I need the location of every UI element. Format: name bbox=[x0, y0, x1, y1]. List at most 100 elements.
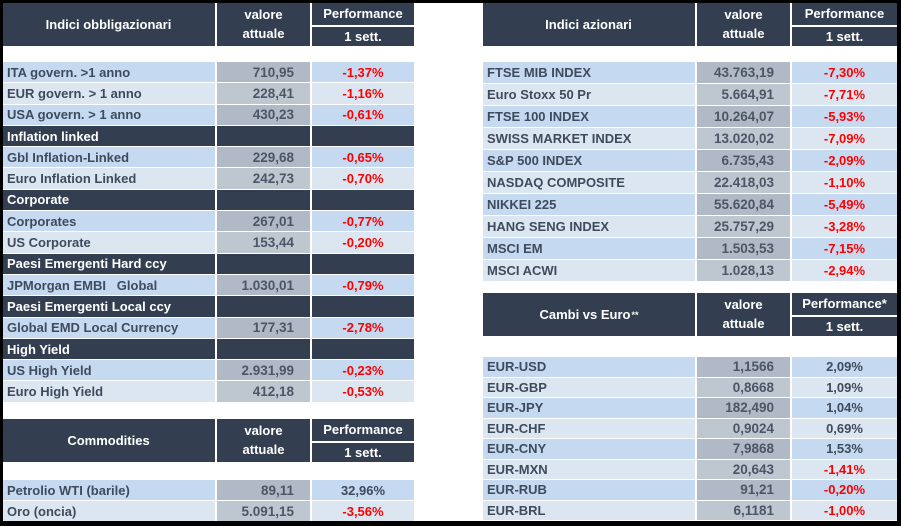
section-header-row: Inflation linked bbox=[3, 125, 414, 147]
table-title: Cambi vs Euro ** bbox=[539, 307, 639, 322]
section-header-row: Paesi Emergenti Hard ccy bbox=[3, 253, 414, 274]
row-value-cell: 0,9024 bbox=[695, 418, 790, 438]
row-performance-cell: -3,28% bbox=[790, 216, 897, 237]
section-performance-cell bbox=[310, 296, 414, 317]
row-value-cell: 1,1566 bbox=[695, 357, 790, 377]
row-value-cell: 5.091,15 bbox=[215, 501, 310, 521]
row-performance-cell: 1,04% bbox=[790, 398, 897, 418]
row-value-cell: 1.030,01 bbox=[215, 274, 310, 296]
row-label-cell: EUR-RUB bbox=[483, 480, 695, 500]
equity-indices-rows: FTSE MIB INDEX 43.763,19 -7,30% Euro Sto… bbox=[483, 62, 897, 281]
row-label-cell: EUR-GBP bbox=[483, 377, 695, 397]
table-row: EUR-MXN 20,643 -1,41% bbox=[483, 459, 897, 479]
section-header-row: High Yield bbox=[3, 338, 414, 360]
row-label-cell: Euro High Yield bbox=[3, 381, 215, 402]
row-performance-cell: -0,77% bbox=[310, 211, 414, 232]
row-label-cell: NIKKEI 225 bbox=[483, 194, 695, 215]
commodities-table: Commodities valore attuale Performance 1 … bbox=[3, 419, 414, 521]
table-row: Oro (oncia) 5.091,15 -3,56% bbox=[3, 501, 414, 521]
section-value-cell bbox=[215, 296, 310, 317]
row-performance-cell: 1,53% bbox=[790, 439, 897, 459]
row-label-cell: Gbl Inflation-Linked bbox=[3, 147, 215, 168]
row-value-cell: 242,73 bbox=[215, 168, 310, 189]
table-row: Euro Stoxx 50 Pr 5.664,91 -7,71% bbox=[483, 84, 897, 105]
section-label-cell: Paesi Emergenti Hard ccy bbox=[7, 256, 167, 272]
row-performance-cell: -7,30% bbox=[790, 62, 897, 83]
row-performance-cell: -5,49% bbox=[790, 194, 897, 215]
table-row: EUR govern. > 1 anno 228,41 -1,16% bbox=[3, 83, 414, 104]
table-row: EUR-JPY 182,490 1,04% bbox=[483, 398, 897, 418]
row-value-cell: 20,643 bbox=[695, 459, 790, 479]
table-row: USA govern. > 1 anno 430,23 -0,61% bbox=[3, 104, 414, 125]
row-performance-cell: -3,56% bbox=[310, 501, 414, 521]
row-value-cell: 7,9868 bbox=[695, 439, 790, 459]
table-row: HANG SENG INDEX 25.757,29 -3,28% bbox=[483, 216, 897, 237]
row-label-cell: US High Yield bbox=[3, 360, 215, 381]
row-performance-cell: -1,10% bbox=[790, 172, 897, 193]
table-row: FTSE MIB INDEX 43.763,19 -7,30% bbox=[483, 62, 897, 83]
table-title: Commodities bbox=[67, 433, 150, 448]
row-label-cell: EUR-USD bbox=[483, 357, 695, 377]
row-value-cell: 25.757,29 bbox=[695, 216, 790, 237]
row-label-cell: EUR-JPY bbox=[483, 398, 695, 418]
row-value-cell: 6.735,43 bbox=[695, 150, 790, 171]
commodities-header: Commodities valore attuale Performance 1 … bbox=[3, 419, 414, 462]
row-performance-cell: -0,53% bbox=[310, 381, 414, 402]
row-label-cell: US Corporate bbox=[3, 232, 215, 253]
row-performance-cell: -7,09% bbox=[790, 128, 897, 149]
bond-indices-table: Indici obbligazionari valore attuale Perf… bbox=[3, 3, 414, 403]
row-label-cell: EUR-CHF bbox=[483, 418, 695, 438]
fx-rates-header: Cambi vs Euro ** valore attuale Performanc… bbox=[483, 293, 897, 336]
row-performance-cell: 0,69% bbox=[790, 418, 897, 438]
equity-indices-table: Indici azionari valore attuale Performanc… bbox=[483, 3, 897, 282]
row-label-cell: Global EMD Local Currency bbox=[3, 317, 215, 338]
table-row: EUR-USD 1,1566 2,09% bbox=[483, 357, 897, 377]
row-value-cell: 5.664,91 bbox=[695, 84, 790, 105]
table-row: NASDAQ COMPOSITE 22.418,03 -1,10% bbox=[483, 172, 897, 193]
row-value-cell: 228,41 bbox=[215, 83, 310, 104]
table-row: MSCI ACWI 1.028,13 -2,94% bbox=[483, 260, 897, 281]
row-performance-cell: 32,96% bbox=[310, 480, 414, 500]
commodities-rows: Petrolio WTI (barile) 89,11 32,96% Oro (… bbox=[3, 480, 414, 521]
row-performance-cell: -1,16% bbox=[310, 83, 414, 104]
row-label-cell: EUR-MXN bbox=[483, 459, 695, 479]
row-performance-cell: -0,23% bbox=[310, 360, 414, 381]
table-row: EUR-BRL 6,1181 -1,00% bbox=[483, 500, 897, 520]
row-value-cell: 91,21 bbox=[695, 480, 790, 500]
table-row: EUR-CHF 0,9024 0,69% bbox=[483, 418, 897, 438]
row-value-cell: 13.020,02 bbox=[695, 128, 790, 149]
section-header-row: Paesi Emergenti Local ccy bbox=[3, 296, 414, 317]
table-row: Euro Inflation Linked 242,73 -0,70% bbox=[3, 168, 414, 189]
row-performance-cell: -5,93% bbox=[790, 106, 897, 127]
table-row: Petrolio WTI (barile) 89,11 32,96% bbox=[3, 480, 414, 500]
table-row: US Corporate 153,44 -0,20% bbox=[3, 232, 414, 253]
table-row: Euro High Yield 412,18 -0,53% bbox=[3, 381, 414, 402]
fx-rates-table: Cambi vs Euro ** valore attuale Performanc… bbox=[483, 293, 897, 521]
table-row: EUR-RUB 91,21 -0,20% bbox=[483, 480, 897, 500]
row-label-cell: S&P 500 INDEX bbox=[483, 150, 695, 171]
performance-column-header: Performance* 1 sett. bbox=[790, 293, 897, 336]
row-performance-cell: 2,09% bbox=[790, 357, 897, 377]
section-value-cell bbox=[215, 125, 310, 147]
row-performance-cell: -2,09% bbox=[790, 150, 897, 171]
section-performance-cell bbox=[310, 338, 414, 360]
row-label-cell: MSCI EM bbox=[483, 238, 695, 259]
table-row: S&P 500 INDEX 6.735,43 -2,09% bbox=[483, 150, 897, 171]
row-value-cell: 1.028,13 bbox=[695, 260, 790, 281]
performance-column-header: Performance 1 sett. bbox=[310, 419, 414, 462]
row-performance-cell: -1,00% bbox=[790, 500, 897, 520]
value-column-header: valore attuale bbox=[695, 3, 790, 46]
row-label-cell: USA govern. > 1 anno bbox=[3, 104, 215, 125]
value-column-header: valore attuale bbox=[215, 3, 310, 46]
row-label-cell: MSCI ACWI bbox=[483, 260, 695, 281]
row-performance-cell: -0,20% bbox=[790, 480, 897, 500]
row-performance-cell: -1,37% bbox=[310, 62, 414, 83]
table-row: FTSE 100 INDEX 10.264,07 -5,93% bbox=[483, 106, 897, 127]
table-row: US High Yield 2.931,99 -0,23% bbox=[3, 360, 414, 381]
row-label-cell: EUR-CNY bbox=[483, 439, 695, 459]
row-performance-cell: -7,15% bbox=[790, 238, 897, 259]
row-label-cell: Oro (oncia) bbox=[3, 501, 215, 521]
row-label-cell: NASDAQ COMPOSITE bbox=[483, 172, 695, 193]
table-row: NIKKEI 225 55.620,84 -5,49% bbox=[483, 194, 897, 215]
